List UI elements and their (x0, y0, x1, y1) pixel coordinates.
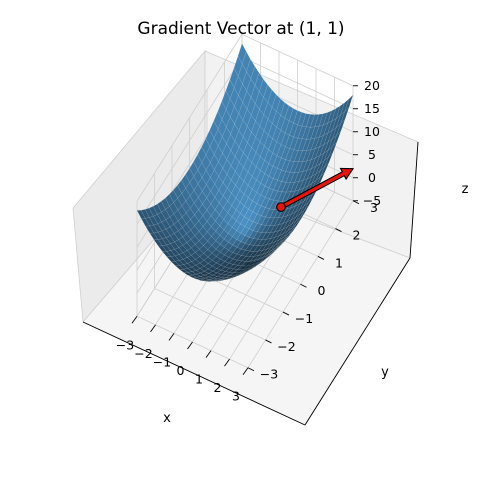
x-tick-label: 1 (195, 372, 203, 387)
x-tick-label: −3 (116, 337, 134, 352)
y-tick-label: 2 (353, 228, 361, 243)
x-axis-label: x (163, 411, 171, 426)
gradient-point (277, 203, 286, 212)
x-tick-label: −2 (134, 346, 152, 361)
x-tick-label: 3 (232, 389, 240, 404)
z-tick-label: −5 (363, 193, 381, 208)
z-tick-label: 5 (368, 147, 376, 162)
x-tick-label: 0 (177, 363, 185, 378)
y-tick-label: 1 (335, 255, 343, 270)
z-tick-label: 15 (364, 101, 380, 116)
x-tick-label: 2 (214, 380, 222, 395)
y-tick-label: −2 (277, 339, 295, 354)
z-tick-label: 0 (368, 170, 376, 185)
y-tick-label: −3 (260, 367, 278, 382)
z-tick-label: 20 (364, 78, 380, 93)
y-axis-label: y (381, 365, 389, 380)
y-tick-label: −1 (295, 311, 313, 326)
z-tick-label: 10 (364, 124, 380, 139)
z-axis-label: z (462, 182, 469, 197)
y-tick-label: 0 (318, 283, 326, 298)
x-tick-label: −1 (153, 354, 171, 369)
